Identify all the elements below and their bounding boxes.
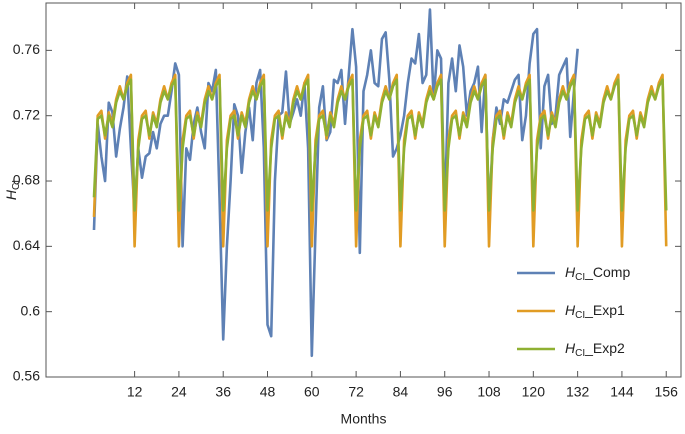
x-tick-label: 12 xyxy=(127,384,143,400)
y-tick-label: 0.6 xyxy=(21,302,41,318)
data-line xyxy=(92,78,668,212)
x-axis-label: Months xyxy=(341,411,387,427)
x-tick-label: 36 xyxy=(215,384,231,400)
x-tick-label: 120 xyxy=(522,384,546,400)
y-tick-label: 0.64 xyxy=(13,237,40,253)
x-tick-label: 96 xyxy=(437,384,453,400)
y-tick-label: 0.72 xyxy=(13,106,40,122)
x-tick-label: 156 xyxy=(655,384,679,400)
y-axis-label: HCI xyxy=(3,180,22,200)
legend-label: HCI_Exp1 xyxy=(565,302,625,321)
y-tick-label: 0.76 xyxy=(13,41,40,57)
y-tick-label: 0.56 xyxy=(13,368,40,384)
x-tick-label: 132 xyxy=(566,384,590,400)
x-tick-label: 60 xyxy=(304,384,320,400)
data-line xyxy=(92,8,579,358)
x-tick-label: 72 xyxy=(348,384,364,400)
y-tick-label: 0.68 xyxy=(13,172,40,188)
legend-label: HCI_Exp2 xyxy=(565,340,625,359)
x-tick-label: 84 xyxy=(393,384,409,400)
plot-frame xyxy=(45,2,682,378)
x-tick-label: 48 xyxy=(260,384,276,400)
x-tick-label: 144 xyxy=(610,384,634,400)
x-tick-label: 24 xyxy=(171,384,187,400)
x-tick-label: 108 xyxy=(477,384,501,400)
legend-label: HCI_Comp xyxy=(565,264,630,283)
